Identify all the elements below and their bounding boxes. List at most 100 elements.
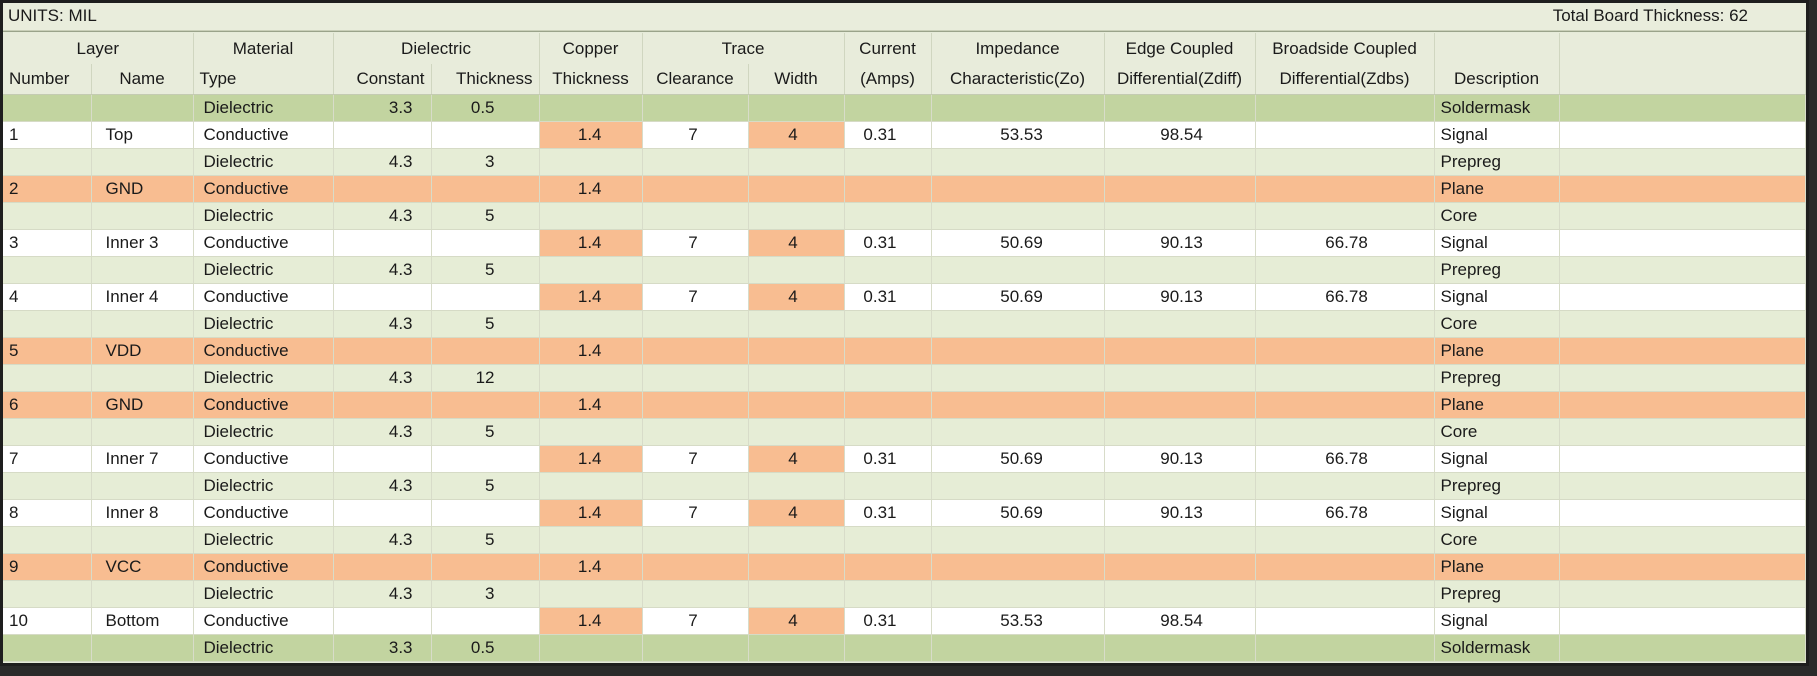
- cell-name[interactable]: Inner 7: [91, 445, 194, 473]
- cell-type[interactable]: Conductive: [193, 499, 334, 527]
- cell-description[interactable]: Core: [1434, 202, 1560, 230]
- cell-current[interactable]: [844, 526, 932, 554]
- cell-name[interactable]: [91, 202, 194, 230]
- group-header-copper[interactable]: Copper: [539, 33, 643, 64]
- cell-name[interactable]: GND: [91, 175, 194, 203]
- cell-description[interactable]: Signal: [1434, 283, 1560, 311]
- table-row[interactable]: 1 Top Conductive 1.4 7 4 0.31 53.53 98.54 Signal: [3, 121, 1807, 149]
- cell-zdiff[interactable]: [1104, 310, 1256, 338]
- cell-current[interactable]: [844, 418, 932, 446]
- cell-current[interactable]: [844, 391, 932, 419]
- cell-name[interactable]: [91, 526, 194, 554]
- col-header-dielectric-thickness[interactable]: Thickness: [431, 64, 540, 95]
- cell-type[interactable]: Dielectric: [193, 526, 334, 554]
- cell-copper-thickness[interactable]: 1.4: [539, 499, 643, 527]
- cell-zdiff[interactable]: [1104, 580, 1256, 608]
- cell-copper-thickness[interactable]: [539, 256, 643, 284]
- cell-number[interactable]: 9: [3, 553, 92, 581]
- cell-width[interactable]: 4: [748, 229, 845, 257]
- cell-description[interactable]: Plane: [1434, 553, 1560, 581]
- cell-type[interactable]: Dielectric: [193, 94, 334, 122]
- cell-width[interactable]: 4: [748, 121, 845, 149]
- table-row[interactable]: Dielectric 4.3 5 Core: [3, 418, 1807, 446]
- cell-copper-thickness[interactable]: [539, 202, 643, 230]
- cell-number[interactable]: [3, 148, 92, 176]
- cell-name[interactable]: VCC: [91, 553, 194, 581]
- cell-zdbs[interactable]: [1255, 607, 1435, 635]
- cell-zdbs[interactable]: 66.78: [1255, 229, 1435, 257]
- cell-dielectric-thickness[interactable]: [431, 445, 540, 473]
- cell-width[interactable]: [748, 418, 845, 446]
- cell-number[interactable]: [3, 202, 92, 230]
- cell-zdiff[interactable]: 90.13: [1104, 445, 1256, 473]
- cell-zdiff[interactable]: [1104, 526, 1256, 554]
- table-row[interactable]: Dielectric 4.3 12 Prepreg: [3, 364, 1807, 392]
- cell-name[interactable]: [91, 256, 194, 284]
- cell-number[interactable]: 10: [3, 607, 92, 635]
- cell-clearance[interactable]: 7: [642, 499, 749, 527]
- col-header-zo[interactable]: Characteristic(Zo): [931, 64, 1105, 95]
- cell-clearance[interactable]: 7: [642, 121, 749, 149]
- cell-type[interactable]: Dielectric: [193, 580, 334, 608]
- cell-number[interactable]: 5: [3, 337, 92, 365]
- cell-impedance-zo[interactable]: 53.53: [931, 121, 1105, 149]
- cell-impedance-zo[interactable]: [931, 337, 1105, 365]
- table-row[interactable]: Dielectric 4.3 5 Core: [3, 202, 1807, 230]
- cell-current[interactable]: [844, 202, 932, 230]
- cell-name[interactable]: [91, 148, 194, 176]
- cell-impedance-zo[interactable]: [931, 553, 1105, 581]
- cell-zdbs[interactable]: [1255, 175, 1435, 203]
- group-header-material[interactable]: Material: [193, 33, 334, 64]
- cell-zdbs[interactable]: [1255, 364, 1435, 392]
- cell-width[interactable]: [748, 526, 845, 554]
- cell-impedance-zo[interactable]: [931, 472, 1105, 500]
- cell-dielectric-thickness[interactable]: 5: [431, 256, 540, 284]
- cell-copper-thickness[interactable]: 1.4: [539, 283, 643, 311]
- cell-number[interactable]: 4: [3, 283, 92, 311]
- cell-copper-thickness[interactable]: 1.4: [539, 391, 643, 419]
- cell-impedance-zo[interactable]: [931, 580, 1105, 608]
- cell-zdiff[interactable]: [1104, 553, 1256, 581]
- col-header-clearance[interactable]: Clearance: [642, 64, 749, 95]
- cell-clearance[interactable]: [642, 391, 749, 419]
- cell-copper-thickness[interactable]: 1.4: [539, 121, 643, 149]
- cell-name[interactable]: [91, 418, 194, 446]
- cell-zdbs[interactable]: [1255, 121, 1435, 149]
- cell-dielectric-constant[interactable]: [333, 445, 432, 473]
- cell-zdiff[interactable]: 90.13: [1104, 283, 1256, 311]
- cell-dielectric-thickness[interactable]: [431, 553, 540, 581]
- cell-impedance-zo[interactable]: [931, 526, 1105, 554]
- cell-zdbs[interactable]: [1255, 256, 1435, 284]
- cell-dielectric-thickness[interactable]: [431, 499, 540, 527]
- cell-number[interactable]: [3, 256, 92, 284]
- cell-dielectric-constant[interactable]: 3.3: [333, 94, 432, 122]
- cell-dielectric-thickness[interactable]: 3: [431, 580, 540, 608]
- cell-type[interactable]: Conductive: [193, 445, 334, 473]
- cell-name[interactable]: [91, 94, 194, 122]
- cell-number[interactable]: [3, 94, 92, 122]
- table-row[interactable]: 4 Inner 4 Conductive 1.4 7 4 0.31 50.69 90.13 66.…: [3, 283, 1807, 311]
- col-header-name[interactable]: Name: [91, 64, 194, 95]
- cell-impedance-zo[interactable]: [931, 256, 1105, 284]
- cell-zdbs[interactable]: [1255, 418, 1435, 446]
- cell-current[interactable]: [844, 310, 932, 338]
- cell-width[interactable]: [748, 175, 845, 203]
- cell-dielectric-constant[interactable]: [333, 229, 432, 257]
- table-row[interactable]: Dielectric 4.3 3 Prepreg: [3, 148, 1807, 176]
- cell-name[interactable]: [91, 472, 194, 500]
- cell-clearance[interactable]: [642, 202, 749, 230]
- cell-copper-thickness[interactable]: [539, 472, 643, 500]
- cell-type[interactable]: Dielectric: [193, 256, 334, 284]
- cell-zdbs[interactable]: [1255, 526, 1435, 554]
- table-row[interactable]: Dielectric 4.3 5 Prepreg: [3, 256, 1807, 284]
- cell-current[interactable]: [844, 364, 932, 392]
- cell-impedance-zo[interactable]: [931, 94, 1105, 122]
- cell-current[interactable]: 0.31: [844, 283, 932, 311]
- cell-description[interactable]: Signal: [1434, 607, 1560, 635]
- cell-type[interactable]: Conductive: [193, 121, 334, 149]
- table-row[interactable]: Dielectric 4.3 3 Prepreg: [3, 580, 1807, 608]
- cell-current[interactable]: 0.31: [844, 229, 932, 257]
- cell-impedance-zo[interactable]: 50.69: [931, 229, 1105, 257]
- cell-number[interactable]: [3, 526, 92, 554]
- cell-copper-thickness[interactable]: [539, 580, 643, 608]
